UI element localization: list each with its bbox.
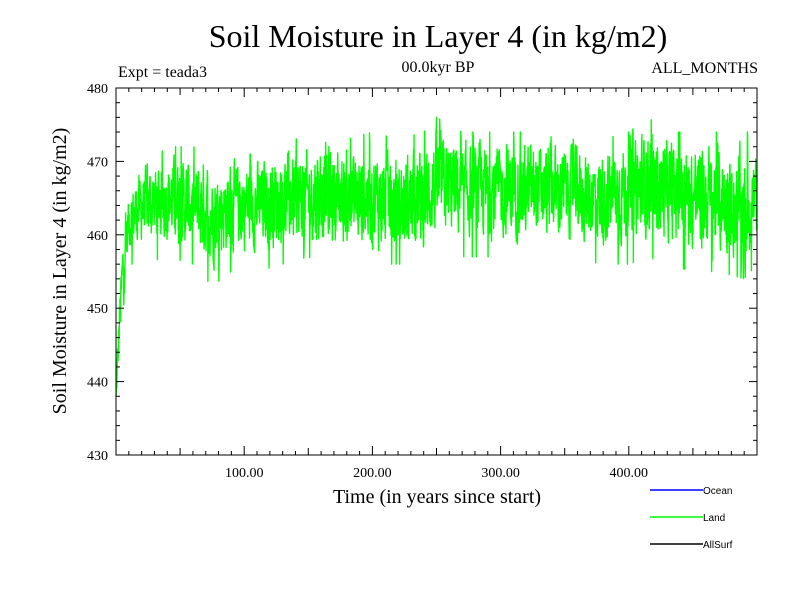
x-axis-label: Time (in years since start): [333, 486, 541, 508]
legend-label-ocean: Ocean: [703, 486, 732, 497]
y-tick-label: 440: [87, 376, 108, 391]
legend-label-land: Land: [703, 513, 725, 524]
legend: Ocean Land AllSurf: [650, 486, 733, 551]
y-tick-label: 450: [87, 302, 108, 317]
series-layer: [115, 116, 758, 397]
y-tick-label: 430: [87, 449, 108, 464]
x-tick-label: 200.00: [353, 466, 392, 481]
x-axis: 100.00 200.00 300.00 400.00: [128, 88, 745, 481]
chart-subtitle: 00.0kyr BP: [402, 59, 475, 76]
experiment-label: Expt = teada3: [118, 64, 207, 81]
y-tick-label: 470: [87, 155, 108, 170]
y-tick-label: 480: [87, 82, 108, 97]
legend-label-allsurf: AllSurf: [703, 540, 733, 551]
x-tick-label: 400.00: [610, 466, 649, 481]
y-axis: 430 440 450 460 470 480: [87, 82, 757, 464]
months-label: ALL_MONTHS: [651, 60, 758, 77]
x-tick-label: 300.00: [481, 466, 520, 481]
x-tick-label: 100.00: [225, 466, 264, 481]
y-tick-label: 460: [87, 229, 108, 244]
chart-title: Soil Moisture in Layer 4 (in kg/m2): [209, 18, 668, 54]
y-axis-label: Soil Moisture in Layer 4 (in kg/m2): [49, 128, 71, 415]
series-line-land: [115, 116, 758, 397]
